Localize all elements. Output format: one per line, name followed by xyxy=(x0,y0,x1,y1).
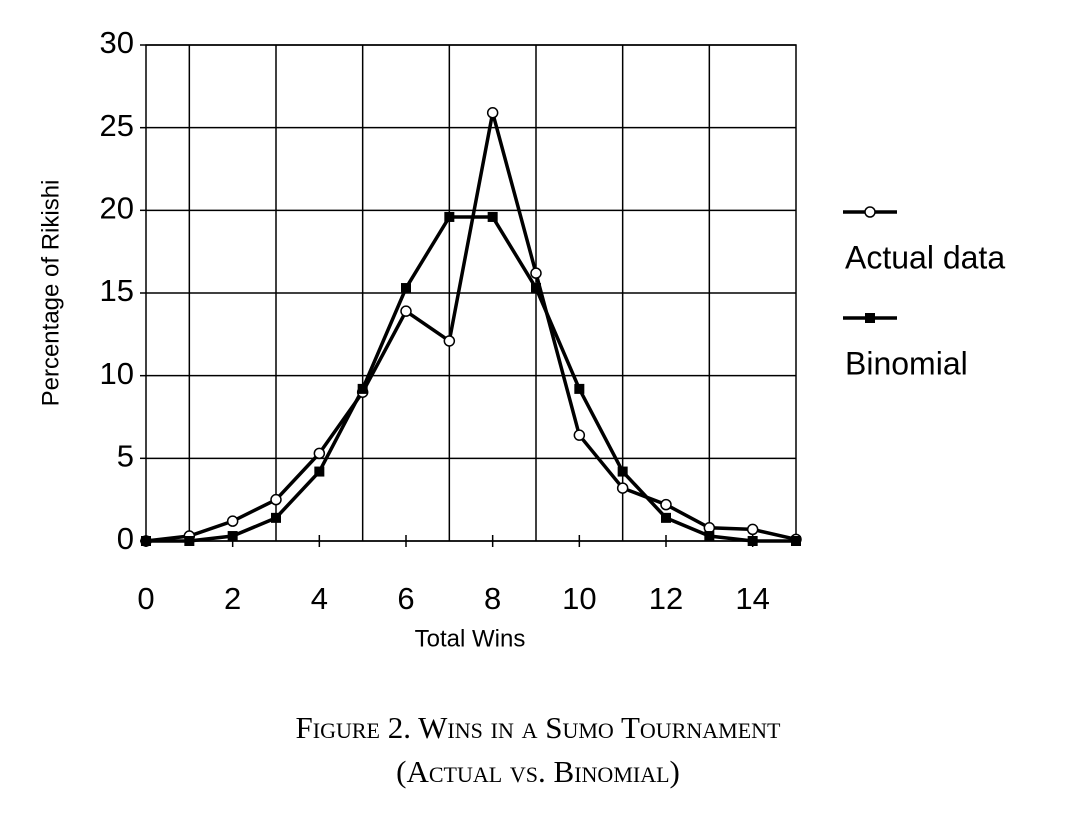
point xyxy=(271,512,281,523)
y-tick-label: 0 xyxy=(117,521,134,556)
x-tick-label: 6 xyxy=(397,581,414,616)
x-axis-label: Total Wins xyxy=(415,625,526,652)
point xyxy=(314,466,325,477)
y-tick-label: 10 xyxy=(100,356,134,391)
y-tick-label: 25 xyxy=(100,108,134,143)
point xyxy=(617,466,628,477)
x-tick-label: 8 xyxy=(484,581,501,616)
point xyxy=(531,283,541,294)
point xyxy=(226,515,239,527)
point xyxy=(791,536,801,546)
point xyxy=(401,283,411,294)
point xyxy=(573,429,586,441)
y-tick-label: 15 xyxy=(100,273,134,308)
point xyxy=(616,482,629,494)
x-tick-label: 10 xyxy=(562,581,596,616)
caption: (Actual vs. Binomial) xyxy=(396,754,680,789)
legend-marker xyxy=(865,313,875,323)
point xyxy=(443,335,456,347)
point xyxy=(141,536,151,546)
point xyxy=(487,211,498,222)
legend-label: Actual data xyxy=(845,239,1005,275)
point xyxy=(184,536,195,546)
point xyxy=(574,383,585,394)
point xyxy=(747,536,758,546)
point xyxy=(530,267,542,279)
y-tick-label: 5 xyxy=(117,439,134,474)
series-line xyxy=(146,215,796,543)
y-tick-label: 30 xyxy=(100,25,134,60)
point xyxy=(746,523,759,536)
point xyxy=(400,305,412,317)
point xyxy=(661,512,671,523)
x-tick-label: 2 xyxy=(224,581,241,616)
point xyxy=(486,107,499,119)
x-tick-label: 12 xyxy=(649,581,683,616)
point xyxy=(227,531,238,542)
y-tick-label: 20 xyxy=(100,191,134,226)
point xyxy=(704,531,715,542)
y-axis-label: Percentage of Rikishi xyxy=(37,180,64,407)
point xyxy=(313,447,326,460)
point xyxy=(270,493,282,506)
point xyxy=(660,498,672,511)
caption: Figure 2. Wins in a Sumo Tournament xyxy=(296,710,782,745)
x-tick-label: 4 xyxy=(311,581,328,616)
point xyxy=(357,383,368,394)
point xyxy=(444,211,455,222)
x-tick-label: 14 xyxy=(735,581,769,616)
x-tick-label: 0 xyxy=(137,581,154,616)
legend-marker xyxy=(864,206,876,218)
series-line xyxy=(145,112,797,543)
legend-label: Binomial xyxy=(845,345,968,381)
